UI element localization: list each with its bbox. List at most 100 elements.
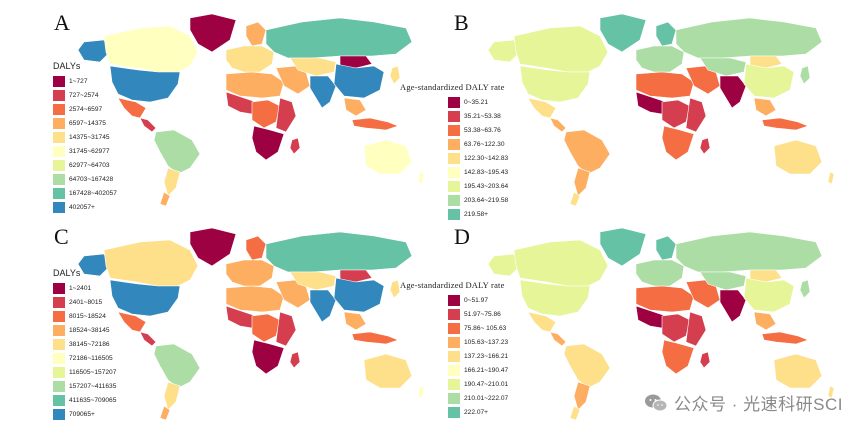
legend-item: 411635~709065 bbox=[53, 393, 116, 407]
legend-swatch bbox=[53, 103, 65, 115]
region-china bbox=[743, 277, 795, 313]
region-east-africa bbox=[685, 311, 707, 347]
legend-swatch bbox=[53, 145, 65, 157]
legend-item: 142.83~195.43 bbox=[448, 165, 508, 179]
region-new-zealand bbox=[827, 385, 835, 399]
region-canada bbox=[513, 239, 609, 287]
legend-item: 157207~411635 bbox=[53, 379, 116, 393]
legend-item: 0~35.21 bbox=[448, 95, 508, 109]
legend-item: 53.38~63.76 bbox=[448, 123, 508, 137]
region-south-america bbox=[153, 343, 201, 389]
region-russia bbox=[675, 17, 823, 59]
region-indonesia bbox=[351, 331, 399, 345]
legend-swatch bbox=[448, 350, 460, 362]
legend-swatch bbox=[448, 308, 460, 320]
legend-label: 64703~167428 bbox=[69, 175, 114, 183]
legend-swatch bbox=[53, 159, 65, 171]
legend-item: 2401~8015 bbox=[53, 295, 116, 309]
wechat-icon bbox=[645, 394, 668, 411]
region-europe bbox=[635, 259, 685, 287]
legend-item: 105.63~137.23 bbox=[448, 335, 508, 349]
region-central-asia bbox=[289, 271, 337, 291]
world-map-b bbox=[487, 13, 835, 207]
legend-label: 402057+ bbox=[69, 203, 95, 211]
region-south-america-tip bbox=[159, 405, 171, 421]
legend-title-d: Age-standardized DALY rate bbox=[400, 280, 505, 290]
legend-label: 166.21~190.47 bbox=[464, 366, 509, 374]
region-central-africa bbox=[661, 313, 691, 343]
legend-swatch bbox=[448, 378, 460, 390]
region-south-america bbox=[153, 129, 201, 175]
region-south-america-south bbox=[573, 381, 591, 411]
legend-label: 411635~709065 bbox=[69, 396, 117, 404]
watermark: 公众号 · 光速科研SCI bbox=[644, 390, 843, 415]
region-north-america bbox=[109, 65, 181, 103]
region-scandinavia bbox=[655, 235, 677, 261]
region-north-africa bbox=[635, 71, 695, 99]
legend-item: 6597~14375 bbox=[53, 116, 117, 130]
region-south-america bbox=[563, 129, 611, 175]
legend-item: 18524~38145 bbox=[53, 323, 116, 337]
region-north-africa bbox=[225, 71, 285, 99]
world-map-d bbox=[487, 227, 835, 421]
legend-item: 116505~157207 bbox=[53, 365, 116, 379]
region-russia bbox=[675, 231, 823, 273]
legend-label: 6597~14375 bbox=[69, 119, 106, 127]
region-south-africa bbox=[661, 125, 695, 161]
legend-item: 166.21~190.47 bbox=[448, 363, 508, 377]
legend-rows-a: 1~727 727~2574 2574~6597 6597~14375 14375~31… bbox=[53, 74, 117, 214]
legend-label: 62977~64703 bbox=[69, 161, 110, 169]
region-scandinavia bbox=[655, 21, 677, 47]
region-alaska bbox=[77, 253, 111, 277]
legend-label: 2574~6597 bbox=[69, 105, 103, 113]
legend-c: DALYs 1~2401 2401~8015 8015~18524 18524~381… bbox=[53, 268, 116, 421]
region-central-america bbox=[139, 117, 157, 133]
legend-swatch bbox=[53, 324, 65, 336]
legend-item: 190.47~210.01 bbox=[448, 377, 508, 391]
legend-label: 38145~72186 bbox=[69, 340, 110, 348]
legend-item: 14375~31745 bbox=[53, 130, 117, 144]
legend-label: 8015~18524 bbox=[69, 312, 106, 320]
region-japan bbox=[799, 65, 811, 85]
region-central-africa bbox=[251, 313, 281, 343]
region-south-america-south bbox=[163, 381, 181, 411]
legend-item: 222.07+ bbox=[448, 405, 508, 419]
region-central-asia bbox=[289, 57, 337, 77]
region-east-africa bbox=[275, 311, 297, 347]
legend-item: 35.21~53.38 bbox=[448, 109, 508, 123]
region-russia bbox=[265, 17, 413, 59]
region-europe bbox=[225, 259, 275, 287]
region-south-america-south bbox=[163, 167, 181, 197]
region-mongolia bbox=[749, 269, 783, 283]
legend-swatch bbox=[53, 366, 65, 378]
region-south-asia bbox=[719, 289, 747, 323]
region-south-asia bbox=[719, 75, 747, 109]
legend-rows-d: 0~51.97 51.97~75.86 75.86~ 105.63 105.63~13… bbox=[448, 293, 508, 419]
region-mongolia bbox=[339, 55, 373, 69]
region-madagascar bbox=[289, 351, 301, 369]
region-central-asia bbox=[699, 271, 747, 291]
region-mongolia bbox=[749, 55, 783, 69]
legend-label: 75.86~ 105.63 bbox=[464, 324, 507, 332]
legend-swatch bbox=[53, 173, 65, 185]
legend-swatch bbox=[53, 296, 65, 308]
region-china bbox=[333, 277, 385, 313]
region-south-america-tip bbox=[569, 405, 581, 421]
legend-item: 31745~62977 bbox=[53, 144, 117, 158]
legend-label: 0~51.97 bbox=[464, 296, 489, 304]
legend-swatch bbox=[53, 338, 65, 350]
legend-item: 1~727 bbox=[53, 74, 117, 88]
region-japan bbox=[799, 279, 811, 299]
legend-swatch bbox=[53, 201, 65, 213]
legend-swatch bbox=[448, 364, 460, 376]
panel-b: B Age-standardized DALY rate 0~35.21 35.2… bbox=[400, 6, 840, 220]
region-australia bbox=[773, 139, 823, 175]
region-new-zealand bbox=[827, 171, 835, 185]
legend-label: 35.21~53.38 bbox=[464, 112, 501, 120]
legend-swatch bbox=[53, 352, 65, 364]
region-south-africa bbox=[661, 339, 695, 375]
region-south-africa bbox=[251, 125, 285, 161]
legend-swatch bbox=[53, 282, 65, 294]
region-russia bbox=[265, 231, 413, 273]
legend-label: 0~35.21 bbox=[464, 98, 489, 106]
